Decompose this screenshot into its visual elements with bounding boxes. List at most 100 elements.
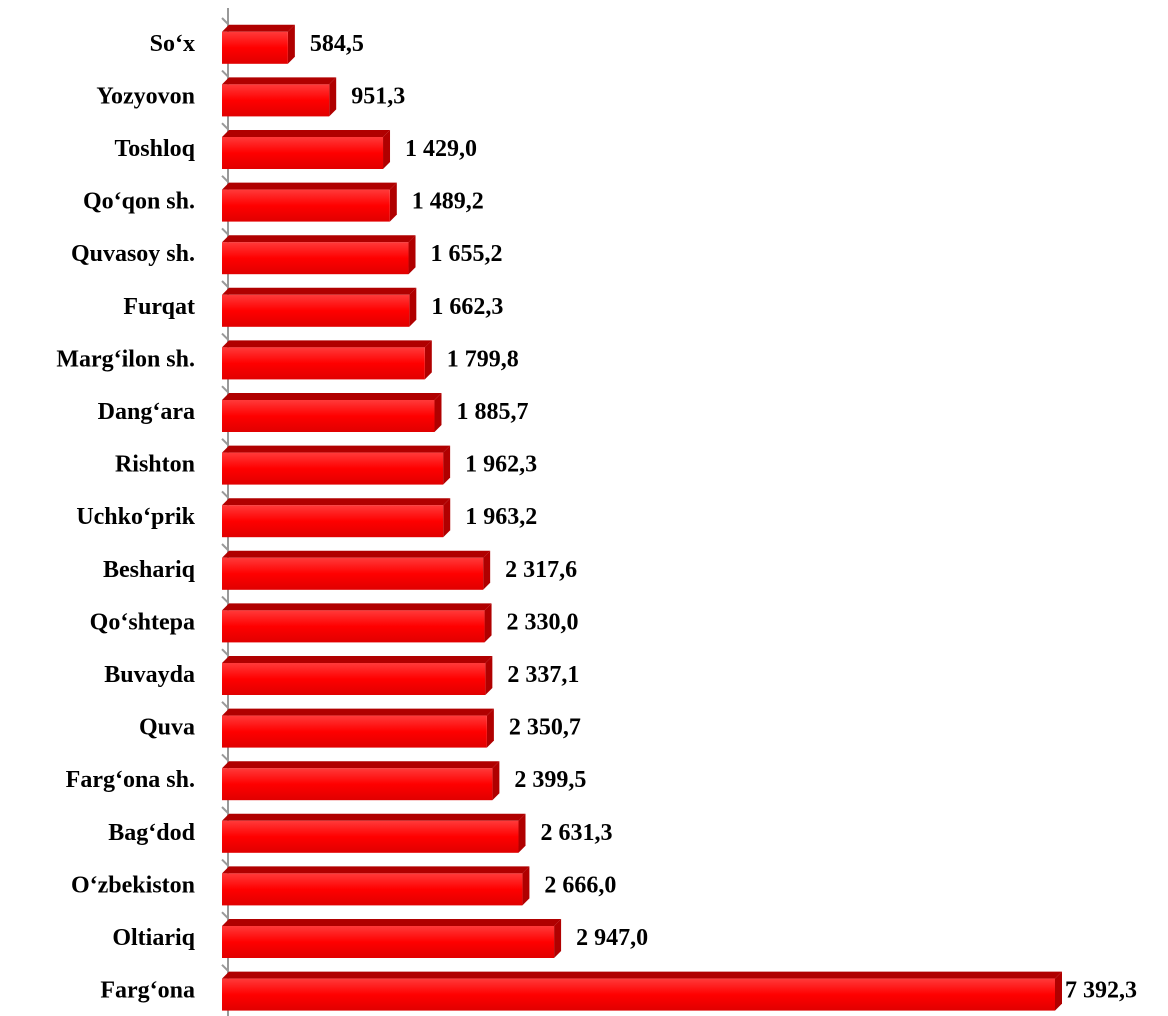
category-tick <box>221 332 229 341</box>
value-label: 951,3 <box>351 83 405 109</box>
bar-side <box>329 77 337 117</box>
bar-side <box>483 550 491 590</box>
bar <box>222 130 391 169</box>
bar-front <box>222 400 435 432</box>
bar-side <box>522 866 530 906</box>
bar-side <box>443 445 451 485</box>
bar-top <box>222 866 530 874</box>
bar-top <box>222 971 1062 979</box>
bar-front <box>222 715 487 748</box>
bar-front <box>222 31 288 64</box>
bar-top <box>222 393 442 400</box>
bar-top <box>222 656 493 663</box>
bar <box>222 603 492 643</box>
bar-top <box>222 24 295 32</box>
category-tick <box>221 701 229 709</box>
category-tick <box>221 648 229 656</box>
bar-top <box>222 77 337 85</box>
bar-front <box>222 926 555 958</box>
bar-front <box>222 610 485 643</box>
bar <box>222 77 337 117</box>
bar-top <box>222 235 416 243</box>
bar <box>222 235 416 275</box>
bar-side <box>443 498 451 538</box>
category-tick <box>221 858 229 867</box>
category-label: Uchko‘prik <box>76 504 195 530</box>
bar <box>222 182 397 222</box>
bar-top <box>222 550 491 558</box>
value-label: 1 489,2 <box>412 189 484 215</box>
bar-side <box>424 340 432 380</box>
category-label: Quvasoy sh. <box>71 241 195 267</box>
bar <box>222 287 417 327</box>
bar-front <box>222 137 384 169</box>
value-label: 1 655,2 <box>431 241 503 267</box>
category-label: Bag‘dod <box>108 820 195 846</box>
value-label: 1 799,8 <box>447 346 519 372</box>
category-tick <box>221 595 229 604</box>
value-label: 2 399,5 <box>514 767 586 793</box>
bar-side <box>1055 971 1062 1011</box>
value-label: 584,5 <box>310 31 364 57</box>
bar-front <box>222 663 486 695</box>
bar <box>222 340 432 380</box>
category-tick <box>221 543 229 551</box>
value-label: 1 963,2 <box>465 504 537 530</box>
bar-front <box>222 820 519 853</box>
category-label: Farg‘ona sh. <box>66 767 195 793</box>
category-tick <box>221 911 229 919</box>
bar-front <box>222 505 444 538</box>
bar-side <box>408 235 416 275</box>
bar-side <box>383 130 391 169</box>
bar-front <box>222 242 409 275</box>
category-label: Qo‘shtepa <box>90 609 195 635</box>
bar-side <box>287 24 295 64</box>
bar-top <box>222 813 526 821</box>
category-tick <box>221 964 229 972</box>
value-label: 2 631,3 <box>541 820 613 846</box>
category-label: Furqat <box>123 294 195 320</box>
bar <box>222 393 442 432</box>
bar <box>222 813 526 853</box>
value-label: 7 392,3 <box>1065 978 1137 1004</box>
category-tick <box>221 806 229 814</box>
value-label: 2 330,0 <box>507 609 579 635</box>
category-label: Toshloq <box>114 136 195 162</box>
value-label: 1 885,7 <box>456 399 528 425</box>
bar-top <box>222 340 432 348</box>
bar-side <box>492 761 500 801</box>
category-label: Buvayda <box>104 662 195 688</box>
category-tick <box>221 753 229 762</box>
bar <box>222 919 562 958</box>
category-tick <box>221 438 229 446</box>
bar-top <box>222 287 417 295</box>
bar-top <box>222 761 500 769</box>
bar-front <box>222 189 390 222</box>
bar-top <box>222 708 494 716</box>
bar-side <box>554 919 562 958</box>
bar <box>222 708 494 748</box>
value-label: 2 317,6 <box>505 557 577 583</box>
category-label: Marg‘ilon sh. <box>56 346 195 372</box>
value-label: 2 337,1 <box>507 662 579 688</box>
bar <box>222 445 451 485</box>
bar <box>222 866 530 906</box>
bar-front <box>222 557 484 590</box>
category-label: Qo‘qon sh. <box>83 189 195 215</box>
category-tick <box>221 280 229 288</box>
bar-front <box>222 84 330 117</box>
bar-side <box>484 603 492 643</box>
category-label: So‘x <box>150 31 195 57</box>
bar <box>222 761 500 801</box>
category-label: Oltiariq <box>112 925 195 951</box>
category-label: Farg‘ona <box>100 978 195 1004</box>
category-label: Beshariq <box>103 557 196 583</box>
bar <box>222 24 295 64</box>
bar-side <box>518 813 526 853</box>
category-tick <box>221 385 229 393</box>
bar-front <box>222 978 1055 1011</box>
bar <box>222 656 493 695</box>
bar-front <box>222 873 523 906</box>
bar-side <box>485 656 493 695</box>
